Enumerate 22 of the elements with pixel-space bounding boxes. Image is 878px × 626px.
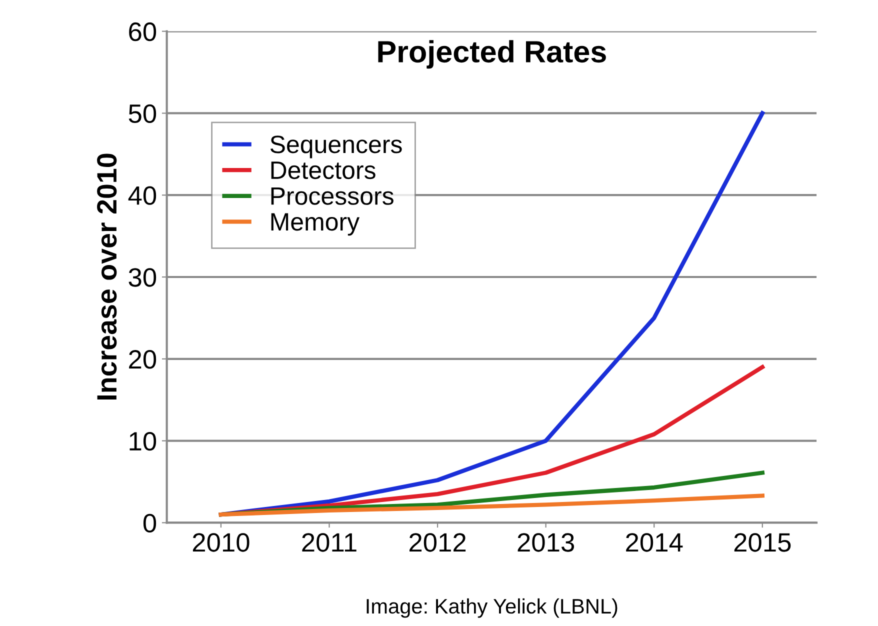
- text: Image: Kathy Yelick (LBNL): [366, 598, 618, 618]
- x-tick-label: 2014: [626, 533, 683, 552]
- y-tick-label: 40: [128, 186, 156, 205]
- line-series: [218, 494, 764, 517]
- y-tick-label: 30: [128, 268, 156, 287]
- y-axis-title: Increase over 2010: [97, 154, 117, 400]
- legend-label: Memory: [271, 213, 360, 236]
- legend-label: Sequencers: [270, 136, 402, 158]
- x-tick-label: 2015: [734, 533, 791, 552]
- x-tick-label: 2013: [518, 533, 574, 552]
- y-tick-label: 0: [143, 514, 156, 533]
- legend-label: Processors: [271, 187, 394, 205]
- y-tick-label: 20: [129, 350, 156, 369]
- y-tick-label: 60: [129, 22, 156, 42]
- y-tick-label: 10: [130, 432, 156, 451]
- y-tick-label: 50: [128, 104, 156, 124]
- legend-label: Detectors: [271, 162, 376, 180]
- x-tick-label: 2012: [410, 533, 466, 552]
- x-tick-label: 2011: [302, 533, 356, 552]
- x-tick-label: 2010: [192, 533, 250, 552]
- line-series: [218, 111, 764, 517]
- chart-title: Projected Rates: [378, 40, 606, 69]
